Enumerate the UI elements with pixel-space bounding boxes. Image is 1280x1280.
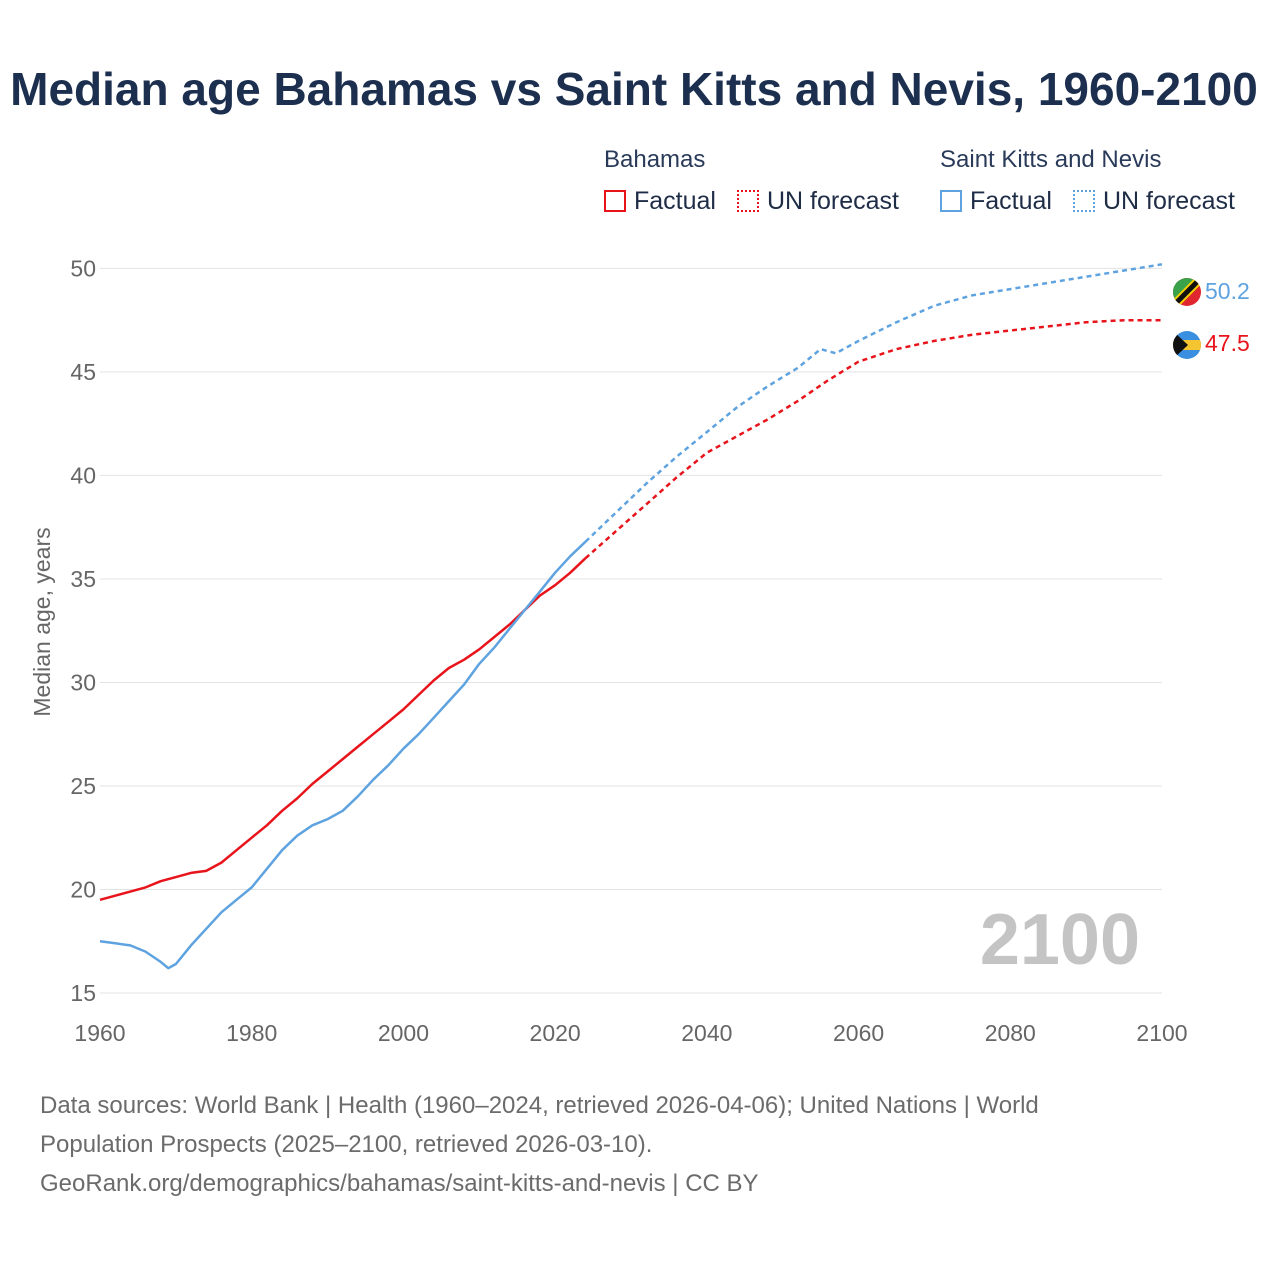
sources-line-2: Population Prospects (2025–2100, retriev… <box>40 1131 653 1158</box>
x-tick-label: 2020 <box>530 1020 581 1046</box>
legend-group-bahamas: Bahamas <box>604 146 706 173</box>
data-sources: Data sources: World Bank | Health (1960–… <box>40 1086 1220 1203</box>
end-value-saint-kitts-and-nevis: 50.2 <box>1205 278 1250 304</box>
year-watermark: 2100 <box>980 900 1140 980</box>
legend-kn-factual-label: Factual <box>970 186 1052 215</box>
x-axis-ticks: 1960 1980 2000 2020 2040 2060 2080 2100 <box>74 1020 1187 1046</box>
y-tick-label: 50 <box>70 255 96 281</box>
x-tick-label: 2060 <box>833 1020 884 1046</box>
sources-line-1: Data sources: World Bank | Health (1960–… <box>40 1092 1039 1119</box>
legend-bahamas-factual-label: Factual <box>634 186 716 215</box>
x-tick-label: 2000 <box>378 1020 429 1046</box>
y-tick-label: 30 <box>70 669 96 695</box>
y-axis-ticks: 15 20 25 30 35 40 45 50 <box>70 255 96 1006</box>
legend-swatch-solid-red <box>604 190 626 212</box>
y-tick-label: 40 <box>70 462 96 488</box>
legend-swatch-solid-blue <box>940 190 962 212</box>
x-tick-label: 2100 <box>1136 1020 1187 1046</box>
y-tick-label: 35 <box>70 566 96 592</box>
legend-swatch-dotted-red <box>737 190 759 212</box>
saint-kitts-and-nevis-flag <box>1173 278 1201 306</box>
chart-title: Median age Bahamas vs Saint Kitts and Ne… <box>10 63 1258 115</box>
legend-kn-forecast-label: UN forecast <box>1103 186 1235 215</box>
legend-bahamas-forecast-label: UN forecast <box>767 186 899 215</box>
end-value-bahamas: 47.5 <box>1205 330 1250 356</box>
x-tick-label: 1960 <box>74 1020 125 1046</box>
series-line-bahamas-forecast <box>584 318 1162 560</box>
series-line-saint-kitts-and-nevis-factual <box>99 540 587 970</box>
legend-kn-forecast[interactable]: UN forecast <box>1073 186 1235 216</box>
series-line-saint-kitts-and-nevis-forecast <box>584 263 1163 543</box>
legend-bahamas-forecast[interactable]: UN forecast <box>737 186 899 216</box>
x-tick-label: 2040 <box>681 1020 732 1046</box>
legend-bahamas-factual[interactable]: Factual <box>604 186 716 216</box>
bahamas-flag <box>1173 331 1201 359</box>
y-tick-label: 20 <box>70 876 96 902</box>
series-lines <box>99 263 1163 970</box>
y-tick-label: 15 <box>70 980 96 1006</box>
legend-swatch-dotted-blue <box>1073 190 1095 212</box>
legend-kn-factual[interactable]: Factual <box>940 186 1052 216</box>
y-tick-label: 25 <box>70 773 96 799</box>
x-tick-label: 1980 <box>226 1020 277 1046</box>
grid-lines <box>100 267 1162 994</box>
line-chart: 15 20 25 30 35 40 45 50 1960 1980 2000 2020 2040 206… <box>29 255 1250 1046</box>
x-tick-label: 2080 <box>985 1020 1036 1046</box>
sources-line-3[interactable]: GeoRank.org/demographics/bahamas/saint-k… <box>40 1170 759 1197</box>
y-axis-label: Median age, years <box>29 527 55 716</box>
y-tick-label: 45 <box>70 359 96 385</box>
legend-group-saint-kitts-and-nevis: Saint Kitts and Nevis <box>940 146 1162 173</box>
series-line-bahamas-factual <box>99 557 587 902</box>
